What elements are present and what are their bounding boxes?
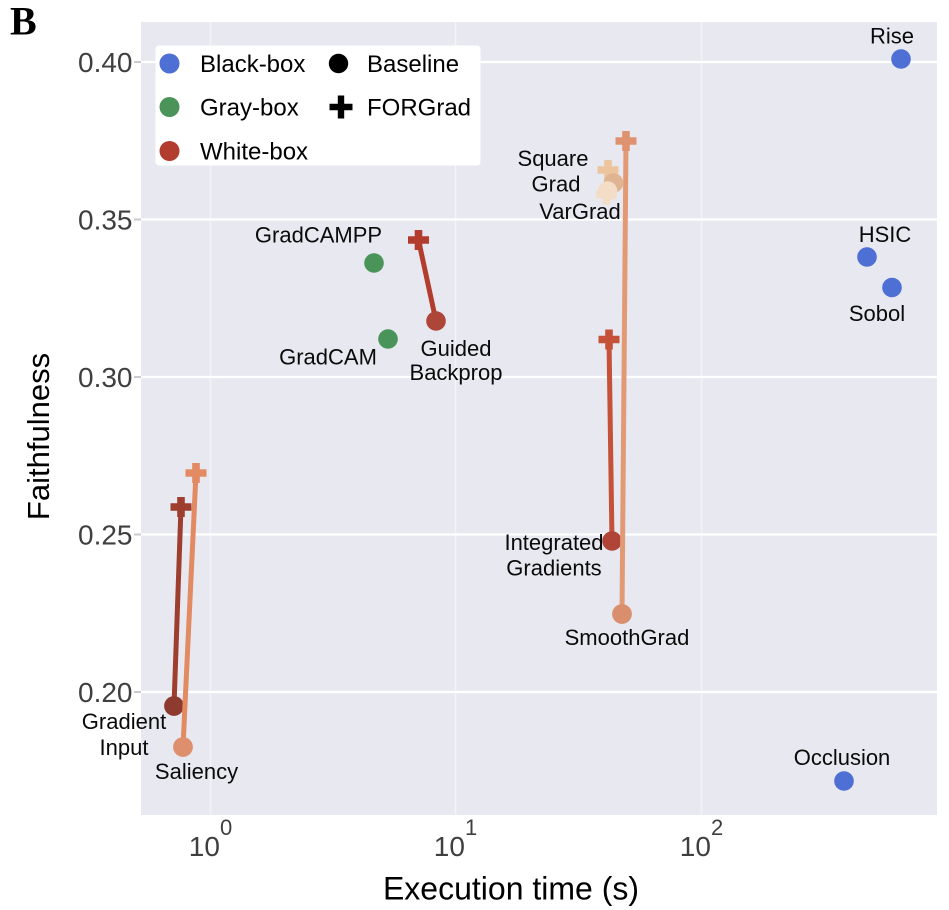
- svg-text:GradCAMPP: GradCAMPP: [255, 223, 382, 248]
- svg-text:Guided: Guided: [421, 336, 492, 361]
- svg-text:101: 101: [434, 815, 477, 862]
- svg-text:100: 100: [189, 815, 232, 862]
- svg-text:Gradient: Gradient: [82, 709, 166, 734]
- svg-text:102: 102: [680, 815, 723, 862]
- svg-text:Rise: Rise: [870, 24, 914, 49]
- svg-text:0.40: 0.40: [78, 47, 133, 78]
- svg-text:GradCAM: GradCAM: [279, 345, 377, 370]
- svg-text:0.30: 0.30: [78, 362, 133, 393]
- svg-text:Occlusion: Occlusion: [794, 745, 891, 770]
- svg-text:Gradients: Gradients: [506, 556, 601, 581]
- svg-text:0.35: 0.35: [78, 205, 133, 236]
- svg-text:VarGrad: VarGrad: [539, 199, 621, 224]
- svg-text:SmoothGrad: SmoothGrad: [565, 625, 690, 650]
- svg-text:HSIC: HSIC: [859, 222, 912, 247]
- svg-text:Grad: Grad: [532, 172, 581, 197]
- svg-text:Gray-box: Gray-box: [200, 95, 299, 122]
- svg-text:FORGrad: FORGrad: [367, 95, 471, 122]
- svg-text:Sobol: Sobol: [849, 301, 905, 326]
- svg-text:Execution time (s): Execution time (s): [383, 871, 639, 907]
- svg-text:Integrated: Integrated: [504, 530, 603, 555]
- svg-text:Black-box: Black-box: [200, 51, 305, 78]
- svg-text:White-box: White-box: [200, 139, 308, 166]
- svg-text:Square: Square: [518, 146, 589, 171]
- svg-text:Saliency: Saliency: [155, 759, 238, 784]
- svg-text:Input: Input: [100, 735, 149, 760]
- svg-text:Faithfulness: Faithfulness: [21, 353, 56, 520]
- svg-text:0.20: 0.20: [78, 677, 133, 708]
- svg-text:Baseline: Baseline: [367, 51, 459, 78]
- svg-text:Backprop: Backprop: [410, 360, 503, 385]
- svg-text:B: B: [10, 0, 37, 44]
- svg-text:0.25: 0.25: [78, 520, 133, 551]
